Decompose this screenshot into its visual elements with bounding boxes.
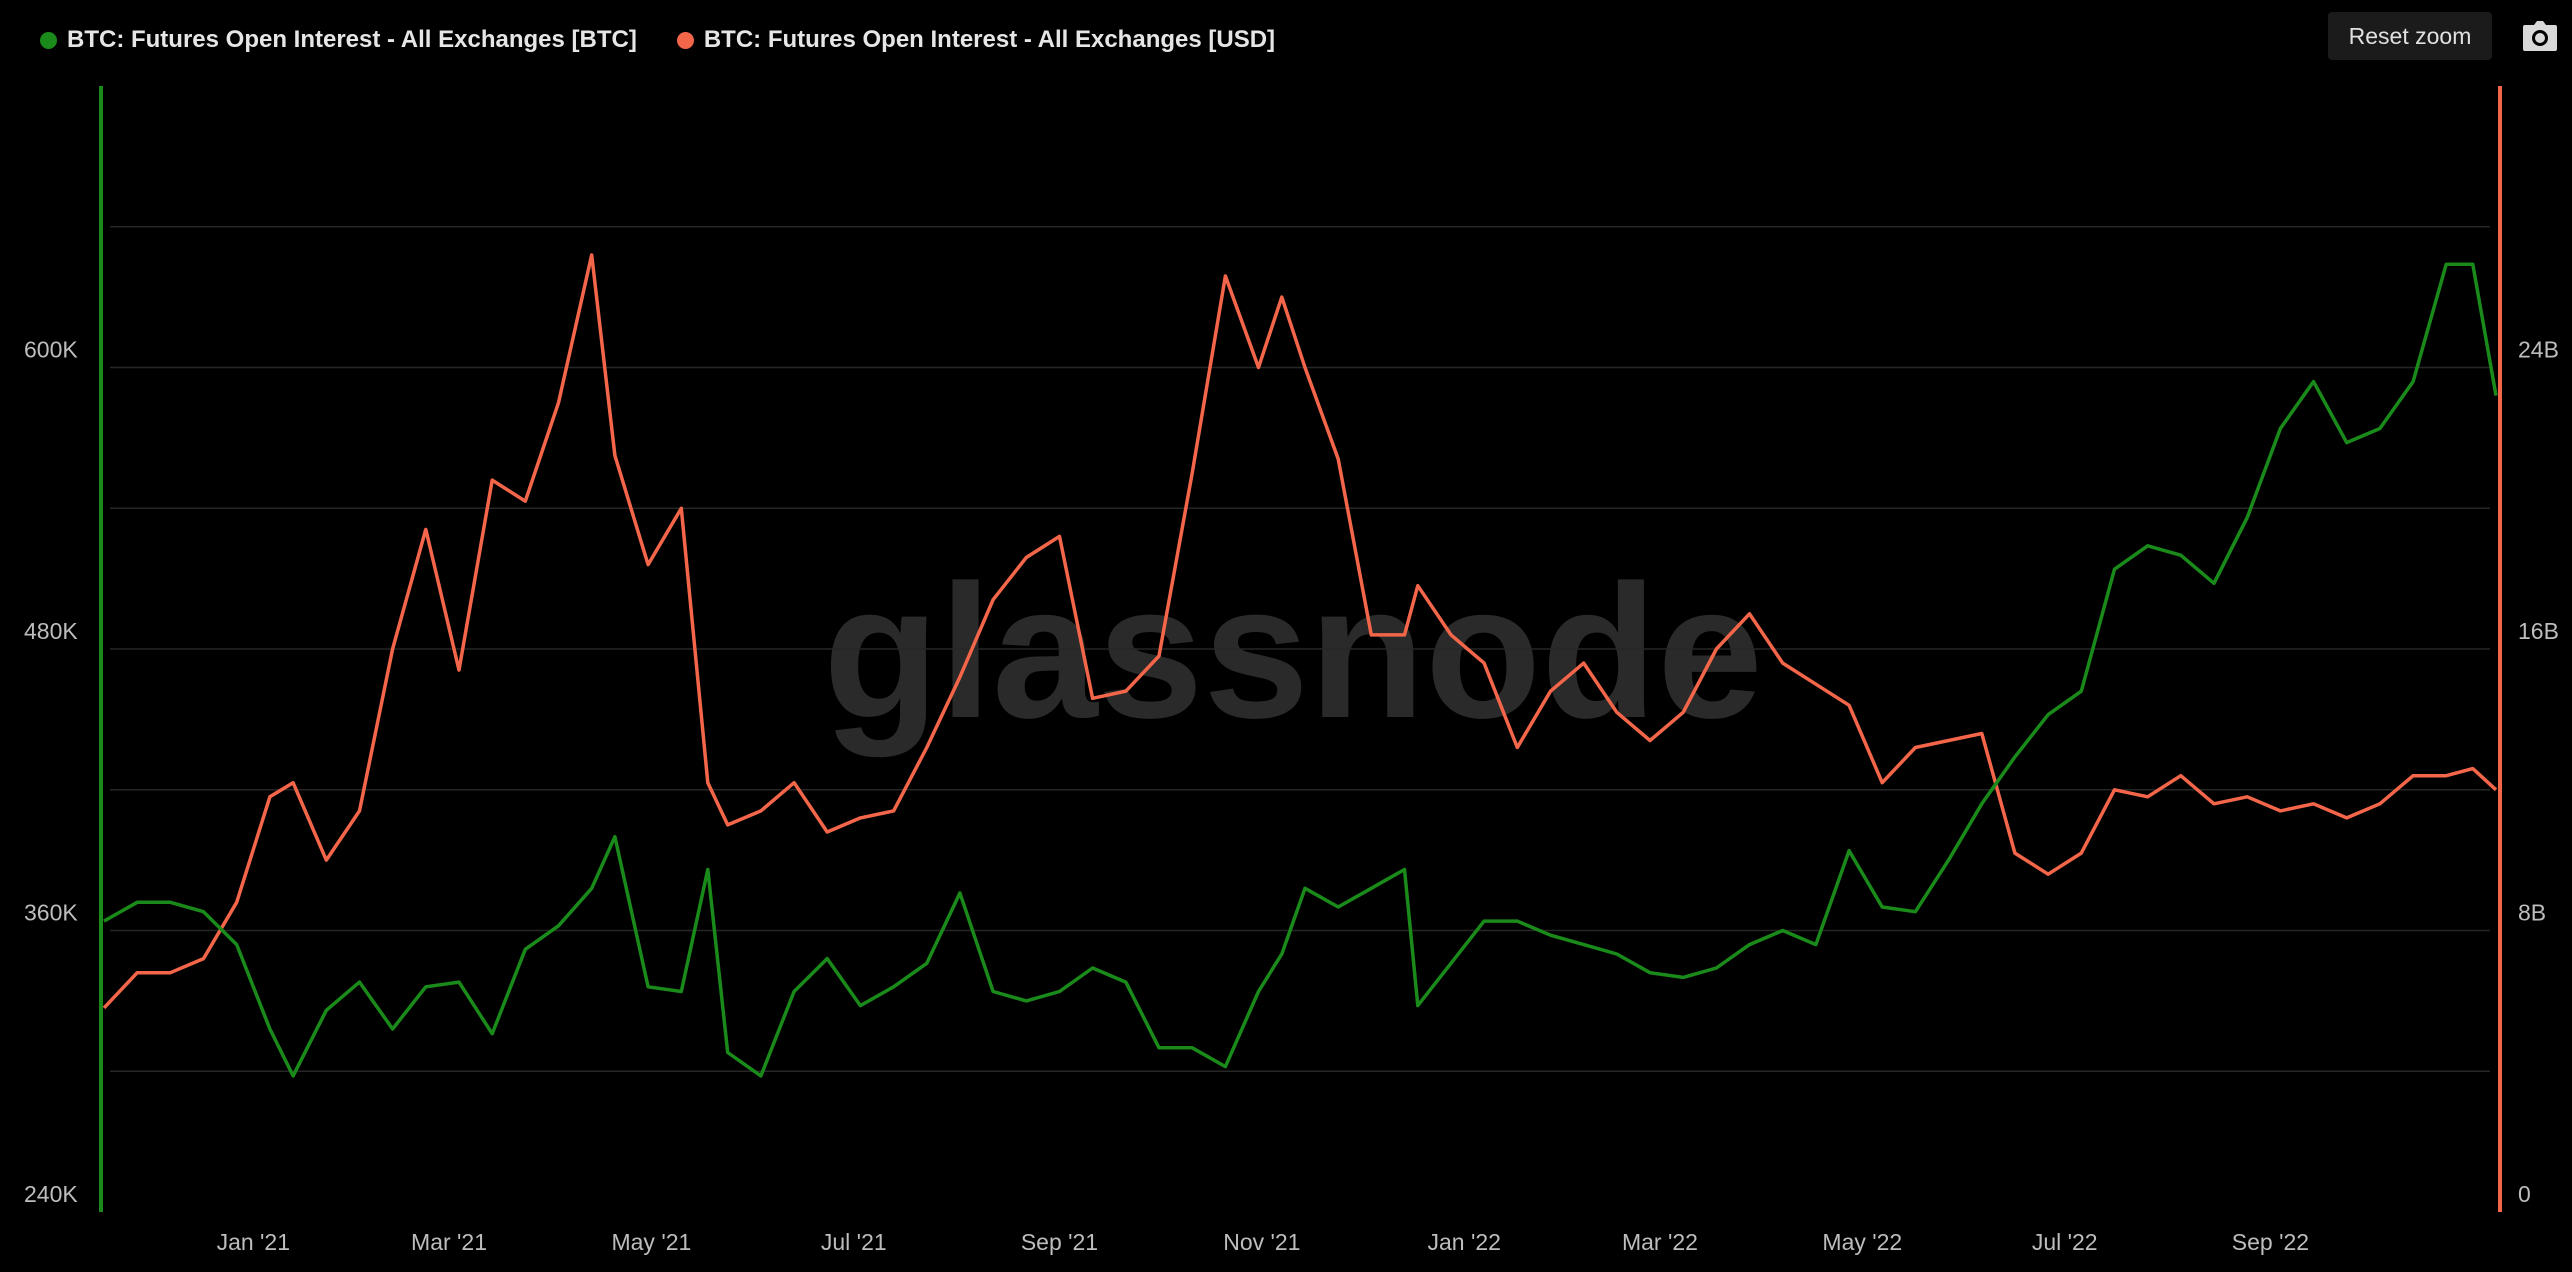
legend-label-btc: BTC: Futures Open Interest - All Exchang…	[67, 26, 637, 53]
x-tick-label: Mar '21	[411, 1229, 487, 1255]
watermark: glassnode	[823, 546, 1763, 758]
legend-marker-btc	[40, 31, 57, 49]
camera-icon[interactable]	[2522, 20, 2558, 52]
y-tick-left-label: 360K	[24, 900, 78, 926]
legend-item-btc[interactable]: BTC: Futures Open Interest - All Exchang…	[40, 26, 637, 54]
x-tick-label: May '22	[1822, 1229, 1902, 1255]
y-tick-right-label: 24B	[2518, 337, 2559, 363]
x-tick-label: Sep '22	[2232, 1229, 2309, 1255]
x-tick-label: Mar '22	[1622, 1229, 1698, 1255]
x-tick-label: Nov '21	[1223, 1229, 1300, 1255]
x-axis: Jan '21 Mar '21 May '21 Jul '21 Sep '21 Nov '…	[217, 1229, 2309, 1255]
y-axis-left: 240K 360K 480K 600K	[24, 337, 78, 1208]
y-tick-left-label: 240K	[24, 1181, 78, 1207]
chart-legend: BTC: Futures Open Interest - All Exchang…	[40, 26, 1275, 54]
legend-label-usd: BTC: Futures Open Interest - All Exchang…	[703, 26, 1276, 53]
x-tick-label: May '21	[611, 1229, 691, 1255]
x-tick-label: Jul '22	[2032, 1229, 2098, 1255]
x-tick-label: Jan '22	[1427, 1229, 1500, 1255]
y-axis-right: 0 8B 16B 24B	[2518, 337, 2559, 1208]
y-tick-right-label: 16B	[2518, 618, 2559, 644]
legend-item-usd[interactable]: BTC: Futures Open Interest - All Exchang…	[676, 26, 1276, 54]
y-tick-right-label: 8B	[2518, 900, 2546, 926]
y-tick-right-label: 0	[2518, 1181, 2531, 1207]
legend-marker-usd	[676, 31, 694, 49]
y-tick-left-label: 600K	[24, 337, 78, 363]
x-tick-label: Jan '21	[217, 1229, 290, 1255]
reset-zoom-button[interactable]: Reset zoom	[2328, 12, 2492, 60]
series-line-usd	[102, 253, 2498, 1010]
y-tick-left-label: 480K	[24, 618, 78, 644]
x-tick-label: Jul '21	[821, 1229, 887, 1255]
series-line-btc	[103, 262, 2498, 1078]
x-tick-label: Sep '21	[1021, 1229, 1098, 1255]
